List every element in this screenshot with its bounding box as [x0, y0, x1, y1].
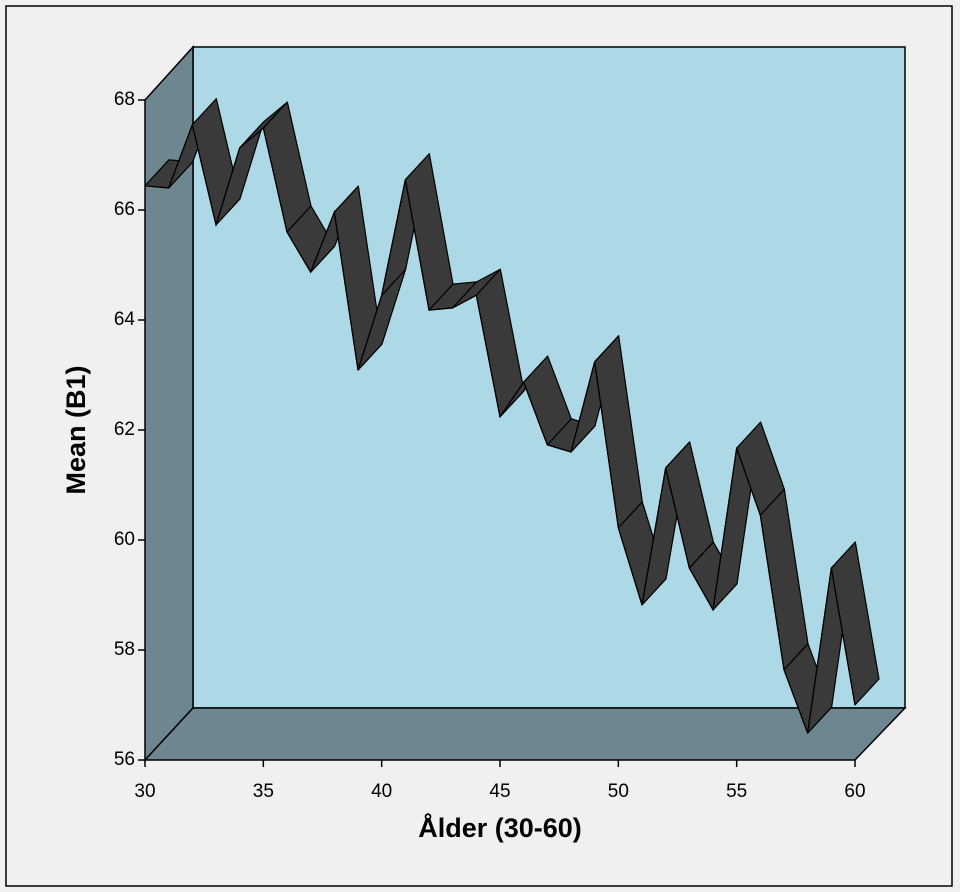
- y-tick-label: 66: [114, 199, 135, 220]
- floor: [143, 707, 907, 761]
- x-axis-title: Ålder (30-60): [418, 812, 582, 843]
- y-tick-label: 56: [114, 749, 135, 770]
- y-tick-label: 62: [114, 419, 135, 440]
- y-tick-label: 64: [114, 309, 136, 330]
- y-tick-label: 60: [114, 529, 135, 550]
- y-axis-title: Mean (B1): [61, 365, 91, 494]
- line: [144, 122, 856, 734]
- x-tick-label: 50: [608, 781, 629, 802]
- x-tick-label: 40: [371, 781, 392, 802]
- x-tick-label: 55: [726, 781, 747, 802]
- x-tick-label: 60: [844, 781, 865, 802]
- y-tick-label: 58: [114, 639, 135, 660]
- x-tick-label: 45: [489, 781, 510, 802]
- x-tick-label: 35: [253, 781, 274, 802]
- x-tick-label: 30: [134, 781, 155, 802]
- y-tick-label: 68: [114, 89, 135, 110]
